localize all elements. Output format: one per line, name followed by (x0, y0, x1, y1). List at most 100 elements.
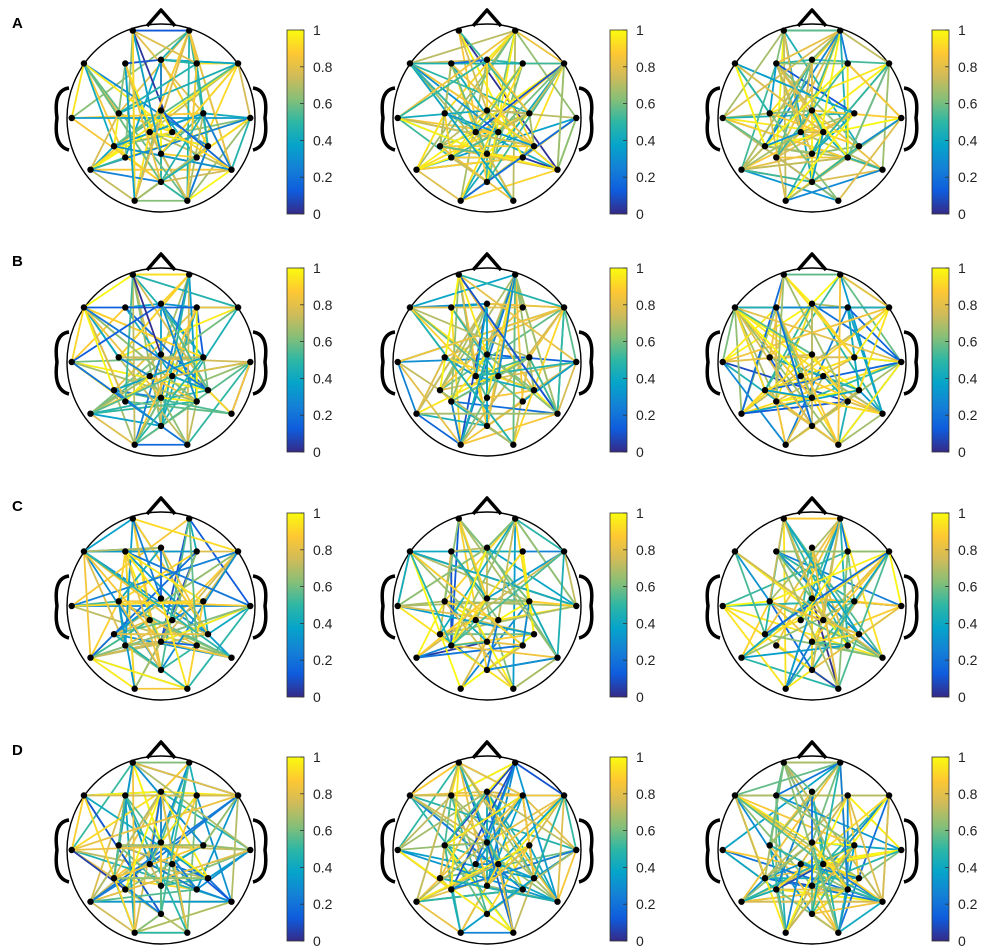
connection-edge (457, 762, 488, 886)
colorbar-tick-label: 0.4 (958, 615, 978, 631)
connection-edge (721, 30, 785, 119)
connection-edge (160, 112, 205, 183)
colorbar-tick-label: 0.6 (636, 334, 656, 350)
electrode-dot (68, 846, 75, 854)
head-panel: 0 0.2 0.4 0.6 0.8 1 (705, 740, 978, 949)
connection-edge (734, 307, 778, 402)
electrode-dot (87, 166, 94, 173)
head-outline (66, 23, 256, 213)
electrodes (68, 759, 254, 936)
colorbar-gradient (609, 29, 628, 215)
connection-edge (528, 600, 559, 659)
connection-edge (775, 550, 813, 600)
connection-edge (764, 30, 841, 147)
electrode-dot (512, 271, 519, 278)
electrode-dot (122, 154, 129, 161)
electrode-dot (898, 114, 905, 122)
connection-edge (207, 605, 251, 635)
connection-edge (124, 63, 162, 183)
connection-edge (113, 112, 204, 148)
connection-edge (160, 303, 209, 391)
connection-edge (811, 58, 890, 65)
connection-edge (160, 791, 209, 879)
connection-edge (202, 112, 233, 171)
colorbar-tick-label: 1 (958, 260, 966, 276)
electrode-dot (761, 631, 769, 638)
connection-edge (734, 794, 824, 865)
connection-edge (124, 550, 162, 600)
electrode-dot (472, 860, 479, 868)
connection-edge (133, 30, 191, 201)
colorbar-tick-label: 0.6 (958, 334, 978, 350)
connection-edge (457, 30, 524, 158)
connection-edge (722, 600, 770, 607)
electrode-dot (200, 598, 207, 605)
connection-edge (443, 113, 453, 158)
connection-edge (171, 844, 204, 865)
electrode-dot (797, 860, 804, 868)
connection-edge (783, 761, 813, 793)
electrode-dot (157, 788, 165, 795)
connection-edge (556, 795, 565, 902)
connection-edge (839, 273, 890, 309)
connection-edge (415, 112, 446, 171)
electrode-dot (448, 642, 455, 649)
colorbar-tick-label: 0.2 (958, 896, 978, 912)
connection-edge (529, 600, 577, 607)
connection-edge (125, 400, 232, 415)
electrode-dot (157, 839, 165, 846)
colorbar-tick-label: 0.4 (636, 615, 656, 631)
right-ear-icon (578, 818, 594, 884)
connection-edges (70, 761, 251, 934)
electrode-dot (782, 685, 789, 692)
connection-edge (722, 117, 766, 147)
connection-edge (160, 274, 191, 427)
electrode-dot (519, 60, 526, 67)
electrode-dot (413, 410, 420, 417)
electrode-dot (773, 642, 780, 649)
colorbar-tick-label: 0.2 (958, 169, 978, 185)
connection-edge (396, 551, 411, 607)
connection-edge (203, 844, 251, 851)
electrode-dot (731, 304, 739, 311)
electrode-dot (87, 410, 94, 417)
connection-edge (409, 551, 453, 646)
connection-edge (563, 307, 578, 363)
connection-edge (124, 795, 136, 933)
connection-edge (83, 62, 162, 183)
connection-edge (457, 518, 488, 599)
connection-edge (409, 550, 524, 647)
nose-icon (471, 252, 503, 272)
connection-edge (846, 795, 884, 902)
electrode-dot (844, 642, 851, 649)
electrode-dot (193, 548, 200, 555)
colorbar-tick-label: 0.4 (958, 132, 978, 148)
head-panel: 0 0.2 0.4 0.6 0.8 1 (54, 496, 333, 705)
electrode-dot (510, 197, 517, 204)
connection-edge (70, 307, 85, 363)
electrode-dot (808, 666, 816, 674)
electrode-dot (766, 110, 773, 117)
electrode-dot (766, 354, 773, 361)
electrode-dot (782, 929, 789, 936)
connection-edge (118, 550, 198, 603)
electrode-dot (519, 304, 526, 311)
connection-edge (775, 550, 855, 603)
connection-edges (397, 29, 578, 202)
connection-edge (443, 795, 453, 846)
connection-edge (474, 794, 524, 865)
head-panel: 0 0.2 0.4 0.6 0.8 1 (54, 252, 333, 460)
electrode-dot (184, 441, 191, 448)
electrode-dot (483, 150, 491, 157)
colorbar-gradient (609, 512, 628, 698)
nose-icon (471, 496, 503, 516)
connection-edge (782, 274, 849, 402)
electrode-dot (483, 910, 491, 918)
electrode-dot (157, 544, 165, 551)
nose-icon (796, 496, 828, 516)
electrode-dot (780, 271, 787, 278)
connection-edge (160, 550, 239, 671)
connection-edge (118, 273, 190, 358)
connection-edge (134, 913, 162, 934)
connection-edge (734, 306, 813, 427)
